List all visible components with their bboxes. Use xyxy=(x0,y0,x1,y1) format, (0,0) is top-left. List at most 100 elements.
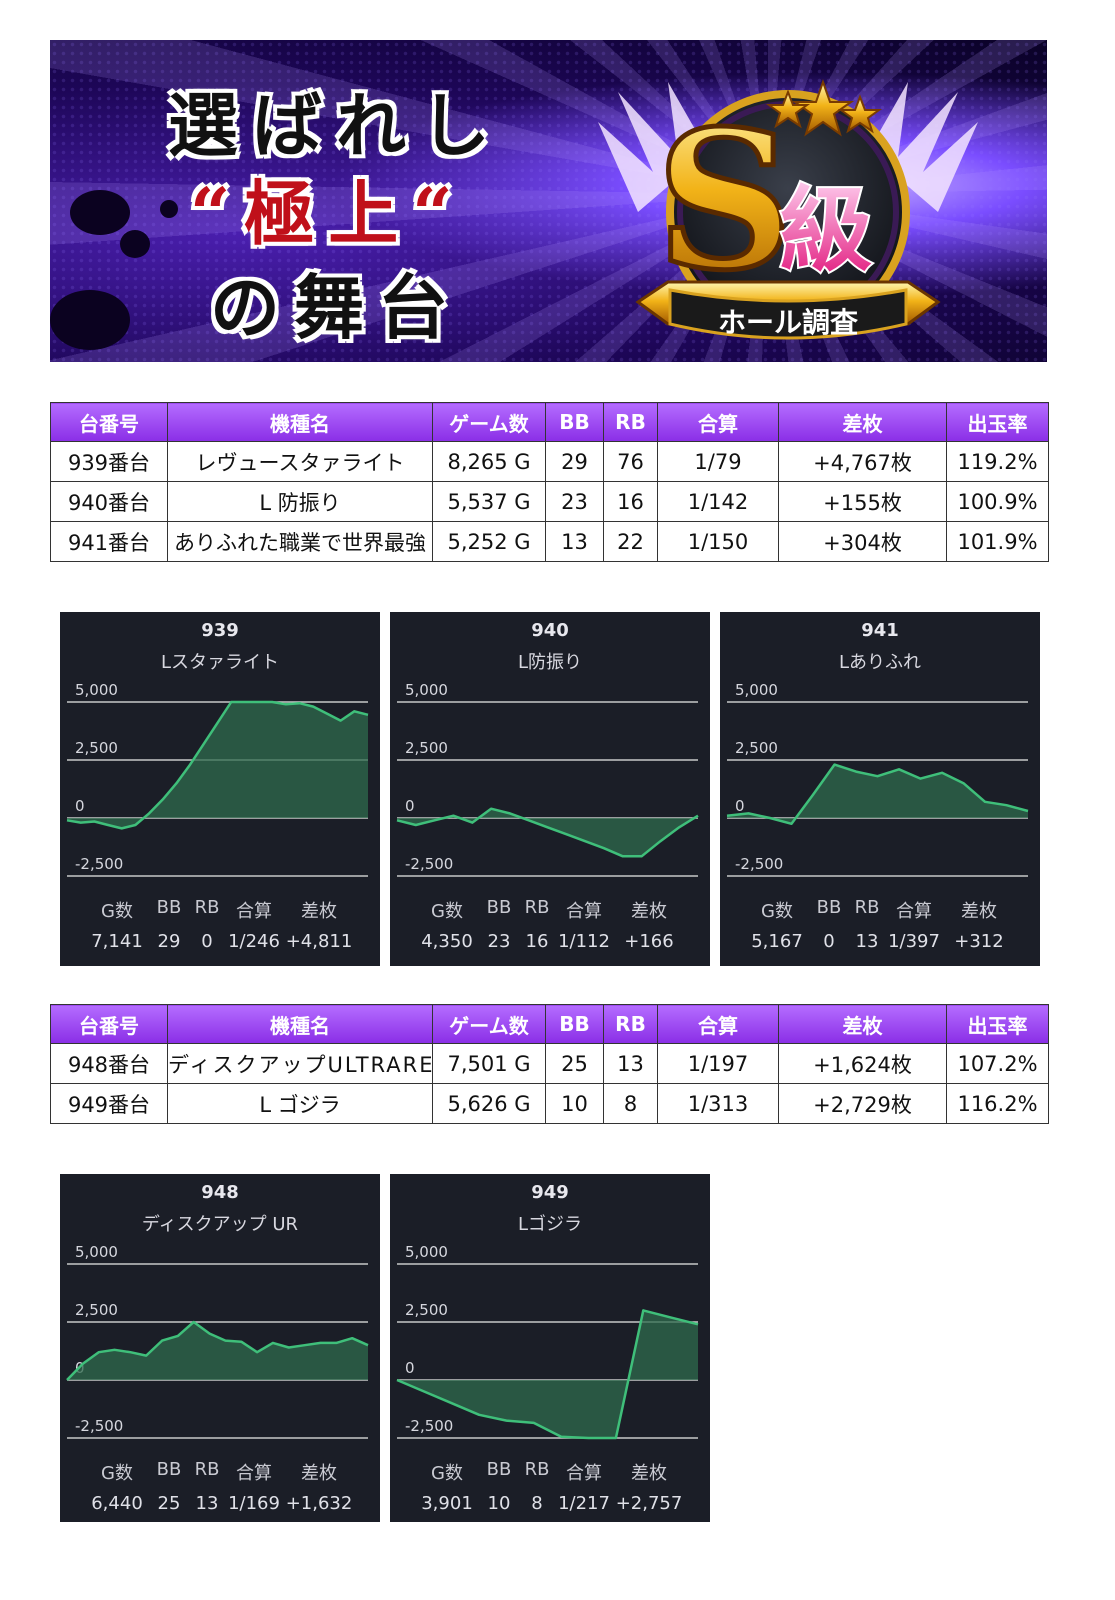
header-banner: 選ばれし “極上“ の舞台 S xyxy=(50,40,1047,362)
series-line xyxy=(726,763,1029,826)
cell-bb-count: 13 xyxy=(545,521,604,562)
y-tick-label: 0 xyxy=(75,797,85,815)
cell-rb-count: 16 xyxy=(603,481,658,522)
header-machine-number: 台番号 xyxy=(50,402,168,442)
graph-machine-number: 940 xyxy=(531,620,569,641)
ink-splat xyxy=(70,190,130,235)
y-tick-label: 2,500 xyxy=(405,1301,448,1319)
cell-coin-diff: +155枚 xyxy=(778,481,947,522)
stat-value-diff: +2,757 xyxy=(615,1493,683,1514)
graph-machine-number: 939 xyxy=(201,620,239,641)
graph-title: L防振り xyxy=(517,652,583,673)
graph-card-949: 949 Lゴジラ 5,000 2,500 0 -2,500 G数 BB RB 合算 差枚 3,901 1… xyxy=(390,1174,710,1522)
y-tick-label: 2,500 xyxy=(75,739,118,757)
graph-plot: 5,000 2,500 0 -2,500 xyxy=(396,1243,699,1440)
cell-machine-number: 949番台 xyxy=(50,1083,168,1124)
cell-bb-count: 23 xyxy=(545,481,604,522)
series-line xyxy=(66,1320,369,1381)
ink-splat xyxy=(120,230,150,258)
header-bb-count: BB xyxy=(545,1004,604,1044)
graph-title: Lゴジラ xyxy=(517,1214,583,1235)
stats-value-row: 4,350 23 16 1/112 +166 xyxy=(390,931,710,952)
table-row: 949番台 L ゴジラ 5,626 G 10 8 1/313 +2,729枚 116.2% xyxy=(50,1083,1049,1124)
stats-value-row: 6,440 25 13 1/169 +1,632 xyxy=(60,1493,380,1514)
series-area xyxy=(67,702,368,829)
stat-value-diff: +166 xyxy=(624,931,674,952)
cell-game-count: 7,501 G xyxy=(432,1043,546,1084)
header-combined-rate: 合算 xyxy=(657,1004,779,1044)
series-area xyxy=(397,1310,698,1438)
stat-label: 合算 xyxy=(236,1463,272,1484)
table-row: 939番台 レヴュースタァライト 8,265 G 29 76 1/79 +4,767枚 119… xyxy=(50,441,1049,482)
stat-label: RB xyxy=(524,1459,550,1480)
cell-rb-count: 22 xyxy=(603,521,658,562)
stat-value-total: 1/217 xyxy=(558,1493,610,1514)
stat-value-total: 1/246 xyxy=(228,931,280,952)
graph-plot: 5,000 2,500 0 -2,500 xyxy=(726,681,1029,877)
graph-machine-number: 949 xyxy=(531,1182,569,1203)
cell-machine-name: レヴュースタァライト xyxy=(167,441,433,482)
cell-machine-number: 941番台 xyxy=(50,521,168,562)
table-row: 940番台 L 防振り 5,537 G 23 16 1/142 +155枚 100.9% xyxy=(50,481,1049,522)
header-machine-number: 台番号 xyxy=(50,1004,168,1044)
header-machine-name: 機種名 xyxy=(167,1004,433,1044)
cell-machine-name: L 防振り xyxy=(167,481,433,522)
graph-stats: G数 BB RB 合算 差枚 5,167 0 13 1/397 +312 xyxy=(720,897,1040,952)
series-line xyxy=(396,807,699,858)
ink-splat xyxy=(160,200,178,218)
cell-coin-diff: +1,624枚 xyxy=(778,1043,947,1084)
stat-value-bb: 0 xyxy=(823,931,835,952)
stat-value-total: 1/112 xyxy=(558,931,610,952)
cell-game-count: 5,252 G xyxy=(432,521,546,562)
results-table-1: 台番号 機種名 ゲーム数 BB RB 合算 差枚 出玉率 939番台 レヴュースタァライト 8,2… xyxy=(50,402,1049,562)
table-row: 941番台 ありふれた職業で世界最強 5,252 G 13 22 1/150 +304枚 10… xyxy=(50,521,1049,562)
y-tick-label: 5,000 xyxy=(735,681,778,699)
headline-line-3: の舞台 xyxy=(210,266,462,349)
header-machine-name: 機種名 xyxy=(167,402,433,442)
graph-card-939: 939 Lスタァライト 5,000 2,500 0 -2,500 G数 BB RB 合算 差枚 7,1… xyxy=(60,612,380,966)
stat-value-rb: 8 xyxy=(531,1493,543,1514)
cell-coin-diff: +2,729枚 xyxy=(778,1083,947,1124)
cell-combined-rate: 1/313 xyxy=(657,1083,779,1124)
graph-stats: G数 BB RB 合算 差枚 7,141 29 0 1/246 +4,811 xyxy=(60,897,380,952)
stat-label: RB xyxy=(194,1459,220,1480)
cell-bb-count: 29 xyxy=(545,441,604,482)
cell-combined-rate: 1/150 xyxy=(657,521,779,562)
y-tick-label: -2,500 xyxy=(75,1417,123,1435)
stat-label: BB xyxy=(816,897,842,918)
y-tick-label: 0 xyxy=(405,1359,415,1377)
header-rb-count: RB xyxy=(603,402,658,442)
y-tick-label: 5,000 xyxy=(75,1243,118,1261)
stats-header-row: G数 BB RB 合算 差枚 xyxy=(60,897,380,923)
cell-machine-name: ディスクアップULTRAREMIX xyxy=(167,1043,433,1084)
stat-label: BB xyxy=(486,897,512,918)
y-tick-label: 0 xyxy=(735,797,745,815)
header-game-count: ゲーム数 xyxy=(432,1004,546,1044)
stat-label: 合算 xyxy=(566,901,602,922)
graph-plot: 5,000 2,500 0 -2,500 xyxy=(66,681,369,877)
cell-machine-number: 948番台 xyxy=(50,1043,168,1084)
series-area xyxy=(67,1322,368,1380)
s-class-badge-icon: S 級 ホール調査 xyxy=(598,78,978,340)
stat-label: RB xyxy=(194,897,220,918)
series-line xyxy=(396,1309,699,1440)
cell-payout-rate: 119.2% xyxy=(946,441,1049,482)
y-tick-label: 2,500 xyxy=(735,739,778,757)
headline-line-2: “極上“ xyxy=(190,172,467,255)
cell-payout-rate: 101.9% xyxy=(946,521,1049,562)
graph-stats: G数 BB RB 合算 差枚 3,901 10 8 1/217 +2,757 xyxy=(390,1459,710,1514)
stat-label: 差枚 xyxy=(961,901,997,922)
stat-value-diff: +312 xyxy=(954,931,1004,952)
graph-machine-number: 948 xyxy=(201,1182,239,1203)
stat-label: G数 xyxy=(431,1463,463,1484)
badge-kanji: 級 xyxy=(780,177,872,284)
stat-value-rb: 13 xyxy=(855,931,879,952)
stat-label: 差枚 xyxy=(301,1463,337,1484)
graph-plot: 5,000 2,500 0 -2,500 xyxy=(396,681,699,877)
cell-game-count: 5,626 G xyxy=(432,1083,546,1124)
graph-title: Lありふれ xyxy=(838,652,922,673)
stat-label: 合算 xyxy=(896,901,932,922)
ink-splat xyxy=(50,290,130,350)
headline-line-1: 選ばれし xyxy=(168,84,504,167)
table-row: 948番台ディスクアップULTRAREMIX7,501 G25131/197+1… xyxy=(50,1043,1049,1084)
